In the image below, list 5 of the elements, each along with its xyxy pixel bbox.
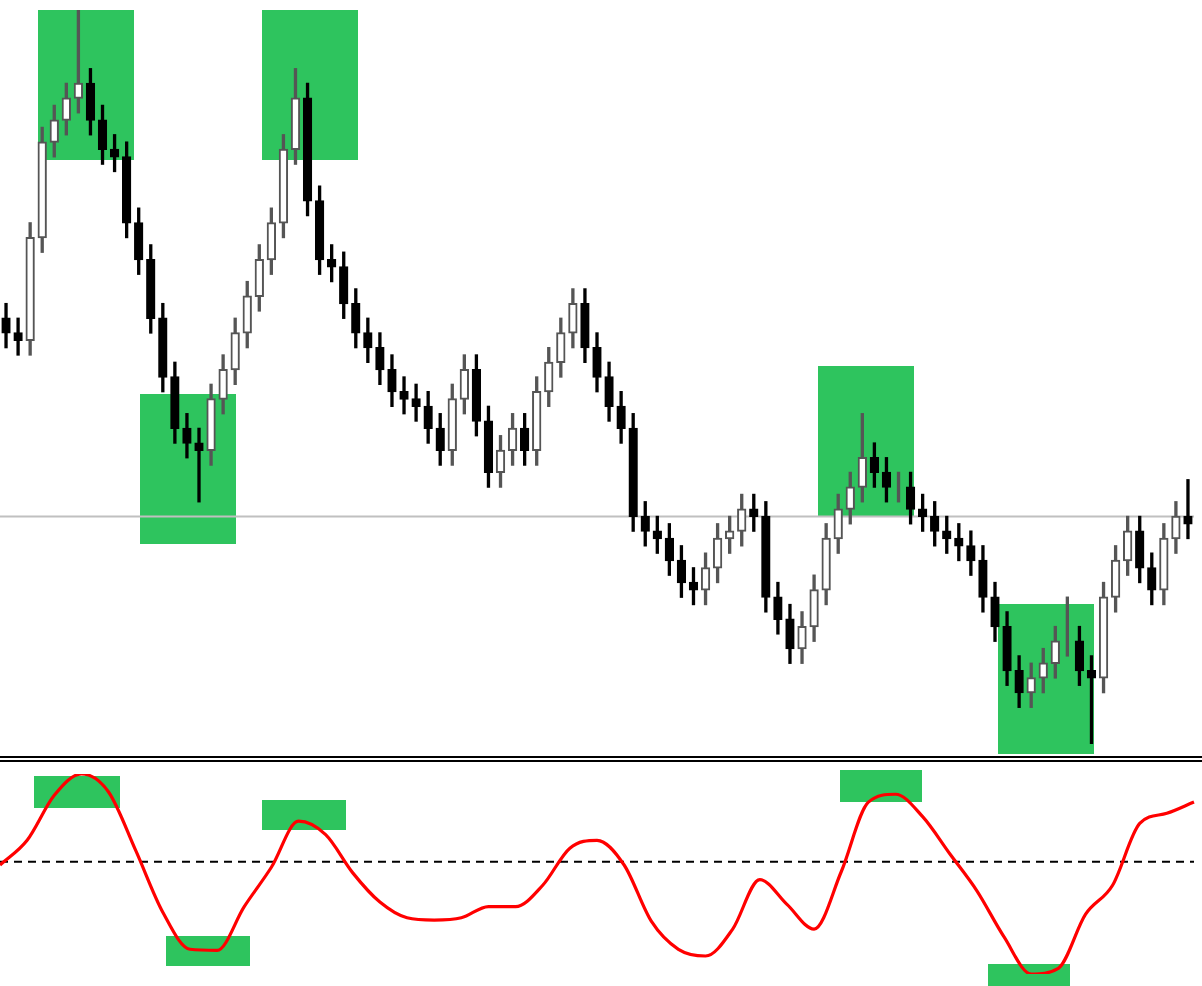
candlestick [399,376,409,415]
candlestick [194,427,204,503]
candlestick [13,317,23,356]
candlestick [411,383,421,422]
candlestick [1183,479,1193,540]
